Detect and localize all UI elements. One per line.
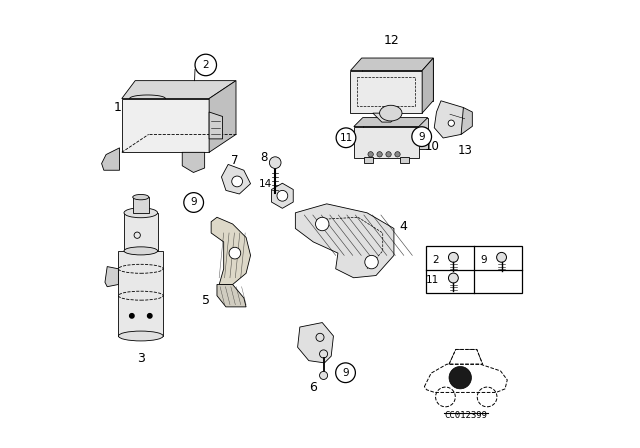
Circle shape bbox=[336, 363, 355, 383]
Text: 14: 14 bbox=[259, 179, 271, 189]
Text: 11: 11 bbox=[426, 275, 438, 285]
Circle shape bbox=[449, 366, 472, 389]
Polygon shape bbox=[298, 323, 333, 363]
Polygon shape bbox=[105, 267, 118, 287]
Text: 13: 13 bbox=[458, 143, 473, 157]
Polygon shape bbox=[271, 183, 293, 208]
Text: 12: 12 bbox=[384, 34, 400, 47]
Circle shape bbox=[277, 190, 288, 201]
Circle shape bbox=[377, 151, 382, 157]
Ellipse shape bbox=[132, 194, 149, 200]
Circle shape bbox=[336, 128, 356, 147]
Text: 9: 9 bbox=[342, 368, 349, 378]
Polygon shape bbox=[124, 213, 157, 251]
Text: 3: 3 bbox=[137, 352, 145, 365]
Circle shape bbox=[195, 54, 216, 76]
Polygon shape bbox=[354, 117, 428, 126]
Circle shape bbox=[269, 157, 281, 168]
Circle shape bbox=[449, 252, 458, 262]
Polygon shape bbox=[362, 58, 433, 100]
Text: 2: 2 bbox=[432, 254, 438, 265]
Ellipse shape bbox=[124, 247, 157, 255]
Polygon shape bbox=[435, 101, 468, 138]
Circle shape bbox=[497, 252, 506, 262]
Circle shape bbox=[386, 151, 391, 157]
Polygon shape bbox=[363, 117, 428, 149]
Polygon shape bbox=[373, 113, 400, 122]
Text: 2: 2 bbox=[202, 60, 209, 70]
Polygon shape bbox=[422, 58, 433, 113]
Bar bbox=[426, 246, 522, 293]
Text: 7: 7 bbox=[231, 154, 239, 167]
Text: 10: 10 bbox=[424, 140, 439, 153]
Circle shape bbox=[316, 217, 329, 231]
Polygon shape bbox=[351, 58, 433, 71]
Circle shape bbox=[232, 176, 243, 187]
Polygon shape bbox=[209, 112, 223, 139]
Text: 6: 6 bbox=[309, 381, 317, 394]
Polygon shape bbox=[122, 81, 236, 99]
Polygon shape bbox=[461, 108, 472, 134]
Text: 4: 4 bbox=[399, 220, 407, 233]
Circle shape bbox=[448, 120, 454, 126]
Text: 1: 1 bbox=[114, 101, 122, 114]
Polygon shape bbox=[354, 126, 419, 158]
Polygon shape bbox=[132, 197, 149, 213]
Ellipse shape bbox=[118, 331, 163, 341]
Circle shape bbox=[368, 151, 373, 157]
Circle shape bbox=[229, 247, 241, 259]
Bar bbox=[364, 156, 373, 164]
Ellipse shape bbox=[124, 208, 157, 218]
Text: 9: 9 bbox=[419, 132, 425, 142]
Circle shape bbox=[365, 255, 378, 269]
Text: 5: 5 bbox=[202, 293, 210, 307]
Text: 11: 11 bbox=[339, 133, 353, 143]
Circle shape bbox=[184, 193, 204, 212]
Polygon shape bbox=[351, 71, 422, 113]
Polygon shape bbox=[209, 81, 236, 152]
Circle shape bbox=[130, 314, 134, 318]
Ellipse shape bbox=[380, 105, 402, 121]
Circle shape bbox=[449, 273, 458, 283]
Text: 9: 9 bbox=[480, 254, 487, 265]
Text: CC012399: CC012399 bbox=[445, 411, 488, 420]
Text: 9: 9 bbox=[190, 198, 197, 207]
Polygon shape bbox=[296, 204, 394, 278]
Circle shape bbox=[148, 314, 152, 318]
Polygon shape bbox=[102, 148, 120, 170]
Circle shape bbox=[319, 371, 328, 379]
Polygon shape bbox=[211, 217, 251, 284]
Text: 8: 8 bbox=[260, 151, 267, 164]
Polygon shape bbox=[118, 251, 163, 336]
Circle shape bbox=[395, 151, 400, 157]
Polygon shape bbox=[122, 99, 209, 152]
Circle shape bbox=[412, 127, 431, 146]
Polygon shape bbox=[217, 284, 246, 307]
Bar bbox=[400, 156, 409, 164]
Polygon shape bbox=[221, 164, 251, 194]
Polygon shape bbox=[182, 152, 205, 172]
